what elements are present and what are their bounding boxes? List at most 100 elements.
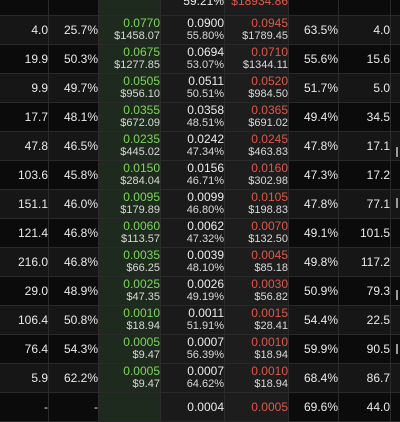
mid-cell-value: 0.0156 [187, 161, 224, 175]
mid-cell[interactable]: 0.0039 48.10% [160, 248, 224, 276]
table-row[interactable]: 216.0 46.8% 0.0035 $66.25 0.0039 48.10% 0.0045… [0, 248, 400, 277]
table-row[interactable]: 47.8 46.5% 0.0235 $445.02 0.0242 47.34% 0.0245… [0, 132, 400, 161]
table-row[interactable]: 121.4 46.8% 0.0060 $113.57 0.0062 47.32% 0.007… [0, 219, 400, 248]
bid-cell[interactable] [98, 0, 160, 15]
mid-cell[interactable]: 0.0358 48.51% [160, 103, 224, 131]
ask-iv-cell: 51.7% [303, 81, 338, 95]
column-divider [390, 248, 391, 276]
bid-cell[interactable]: 0.0025 $47.35 [98, 277, 160, 305]
table-row[interactable]: 151.1 46.0% 0.0095 $179.89 0.0099 46.80% 0.010… [0, 190, 400, 219]
table-row[interactable]: 4.0 25.7% 0.0770 $1458.07 0.0900 55.80% 0.0945… [0, 16, 400, 45]
bid-cell[interactable]: 0.0235 $445.02 [98, 132, 160, 160]
mid-cell[interactable]: 0.0099 46.80% [160, 190, 224, 218]
bid-cell[interactable]: 0.0675 $1277.85 [98, 45, 160, 73]
ask-cell[interactable]: 0.0160 $302.98 [224, 161, 288, 189]
ask-cell[interactable]: 0.0945 $1789.45 [224, 16, 288, 44]
bid-cell[interactable]: 0.0060 $113.57 [98, 219, 160, 247]
ask-cell[interactable]: $18934.86 [224, 0, 288, 15]
ask-cell-value: 0.0005 [251, 399, 288, 414]
ask-cell[interactable]: 0.0520 $984.50 [224, 74, 288, 102]
mid-cell[interactable]: 0.0900 55.80% [160, 16, 224, 44]
bid-cell-value: 0.0150 [123, 161, 160, 175]
ask-cell[interactable]: 0.0710 $1344.11 [224, 45, 288, 73]
ask-cell[interactable]: 0.0030 $56.82 [224, 277, 288, 305]
column-divider [338, 190, 339, 218]
column-divider [288, 393, 289, 421]
mid-cell[interactable]: 0.0694 53.07% [160, 45, 224, 73]
column-divider [160, 16, 161, 44]
ask-cell[interactable]: 0.0245 $463.83 [224, 132, 288, 160]
mid-cell[interactable]: 0.0242 47.34% [160, 132, 224, 160]
iv-cell: 49.7% [63, 81, 98, 95]
bid-cell[interactable]: 0.0150 $284.04 [98, 161, 160, 189]
open-interest-cell: 34.5 [366, 110, 390, 124]
table-row[interactable]: 5.9 62.2% 0.0005 $9.47 0.0007 64.62% 0.0010 $18… [0, 364, 400, 393]
mid-cell[interactable]: 0.0007 56.39% [160, 335, 224, 363]
mid-cell[interactable]: 0.0026 49.19% [160, 277, 224, 305]
ask-cell[interactable]: 0.0010 $18.94 [224, 364, 288, 392]
bid-cell-subvalue: $284.04 [120, 175, 160, 187]
column-divider [338, 335, 339, 363]
column-divider [390, 103, 391, 131]
mid-cell[interactable]: 0.0062 47.32% [160, 219, 224, 247]
iv-cell: - [94, 400, 98, 414]
column-divider [160, 103, 161, 131]
ask-cell[interactable]: 0.0010 $18.94 [224, 335, 288, 363]
mid-cell[interactable]: 59.21% [160, 0, 224, 15]
ask-cell[interactable]: 0.0015 $28.41 [224, 306, 288, 334]
table-row[interactable]: - - 0.0004 0.0005 69.6% 44.0 [0, 393, 400, 422]
mid-cell-value: 59.21% [183, 0, 224, 8]
column-divider [160, 161, 161, 189]
bid-cell-value: 0.0025 [123, 277, 160, 291]
bid-cell-value: 0.0235 [123, 132, 160, 146]
bid-cell[interactable]: 0.0505 $956.10 [98, 74, 160, 102]
volume-cell: 29.0 [24, 284, 48, 298]
volume-cell: 216.0 [17, 255, 48, 269]
bid-cell[interactable]: 0.0770 $1458.07 [98, 16, 160, 44]
bid-cell[interactable]: 0.0005 $9.47 [98, 364, 160, 392]
mid-cell-value: 0.0007 [187, 364, 224, 378]
bid-cell[interactable]: 0.0005 $9.47 [98, 335, 160, 363]
ask-cell[interactable]: 0.0005 [224, 393, 288, 421]
column-divider [98, 190, 99, 218]
ask-cell[interactable]: 0.0045 $85.18 [224, 248, 288, 276]
bid-cell[interactable]: 0.0355 $672.09 [98, 103, 160, 131]
mid-cell[interactable]: 0.0156 46.71% [160, 161, 224, 189]
table-row[interactable]: 9.9 49.7% 0.0505 $956.10 0.0511 50.51% 0.0520 $… [0, 74, 400, 103]
table-row[interactable]: 76.4 54.3% 0.0005 $9.47 0.0007 56.39% 0.0010 $1… [0, 335, 400, 364]
mid-cell-value: 0.0004 [187, 399, 224, 414]
volume-cell [0, 0, 48, 15]
table-row[interactable]: 17.7 48.1% 0.0355 $672.09 0.0358 48.51% 0.0365… [0, 103, 400, 132]
table-row[interactable]: 19.9 50.3% 0.0675 $1277.85 0.0694 53.07% 0.071… [0, 45, 400, 74]
column-divider [288, 45, 289, 73]
ask-cell[interactable]: 0.0070 $132.50 [224, 219, 288, 247]
bid-cell[interactable]: 0.0010 $18.94 [98, 306, 160, 334]
volume-cell: - [44, 400, 48, 414]
bid-cell-subvalue: $9.47 [132, 349, 160, 361]
bid-cell[interactable] [98, 393, 160, 421]
mid-cell[interactable]: 0.0511 50.51% [160, 74, 224, 102]
ask-iv-cell: 63.5% [303, 23, 338, 37]
ask-cell[interactable]: 0.0105 $198.83 [224, 190, 288, 218]
ask-cell[interactable]: 0.0365 $691.02 [224, 103, 288, 131]
ask-cell-subvalue: $463.83 [248, 146, 288, 158]
column-divider [98, 132, 99, 160]
bid-cell-subvalue: $66.25 [126, 262, 160, 274]
ask-iv-cell: 49.1% [303, 226, 338, 240]
bid-cell[interactable]: 0.0095 $179.89 [98, 190, 160, 218]
table-row[interactable]: 103.6 45.8% 0.0150 $284.04 0.0156 46.71% 0.016… [0, 161, 400, 190]
mid-cell[interactable]: 0.0011 51.91% [160, 306, 224, 334]
iv-cell: 48.9% [63, 284, 98, 298]
volume-cell: 47.8 [24, 139, 48, 153]
column-divider [288, 248, 289, 276]
mid-cell[interactable]: 0.0004 [160, 393, 224, 421]
volume-cell: 4.0 [31, 23, 48, 37]
mid-cell[interactable]: 0.0007 64.62% [160, 364, 224, 392]
table-row[interactable]: 29.0 48.9% 0.0025 $47.35 0.0026 49.19% 0.0030 $… [0, 277, 400, 306]
table-row[interactable]: 59.21% $18934.86 [0, 0, 400, 16]
table-row[interactable]: 106.4 50.8% 0.0010 $18.94 0.0011 51.91% 0.0015… [0, 306, 400, 335]
column-divider [160, 190, 161, 218]
column-divider [160, 306, 161, 334]
bid-cell[interactable]: 0.0035 $66.25 [98, 248, 160, 276]
column-divider [224, 16, 225, 44]
